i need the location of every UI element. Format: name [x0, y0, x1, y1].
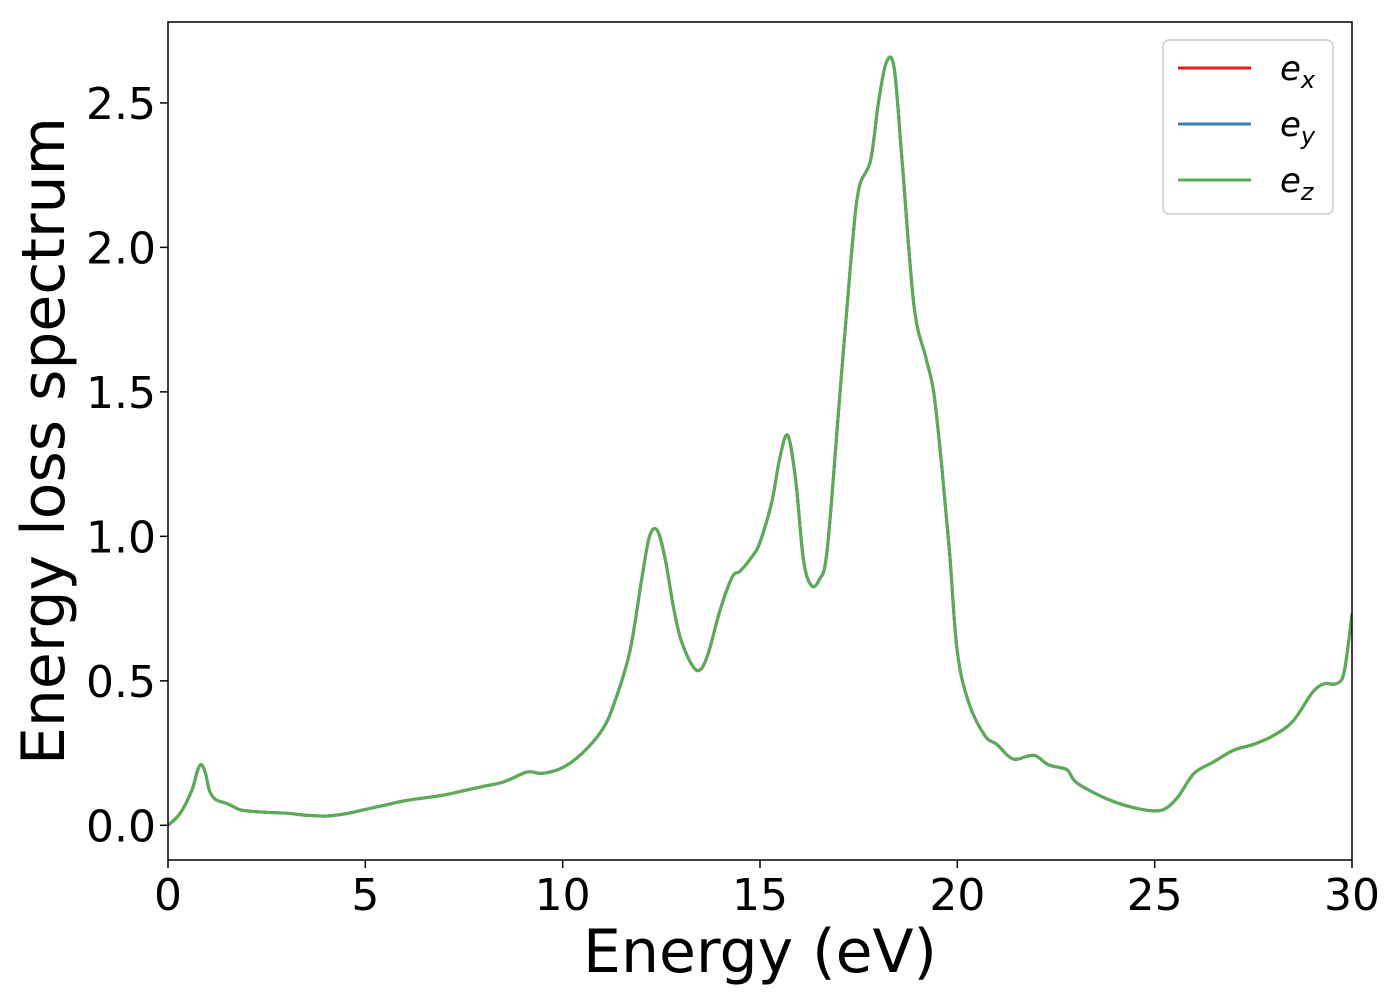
y-axis: 0.0 0.5 1.0 1.5 2.0 2.5: [86, 79, 168, 852]
legend-item-e-x: ex: [1178, 49, 1316, 94]
legend-label: ey: [1280, 105, 1316, 150]
y-tick-label: 2.5: [86, 79, 156, 130]
legend-frame: [1162, 39, 1334, 215]
x-tick-label: 20: [929, 870, 985, 921]
x-tick-label: 5: [351, 870, 379, 921]
y-tick-label: 0.0: [86, 801, 156, 852]
legend-item-e-y: ey: [1178, 105, 1316, 150]
x-tick-label: 15: [732, 870, 788, 921]
y-tick-label: 0.5: [86, 657, 156, 708]
legend: ex ey ez: [1162, 39, 1334, 215]
y-tick-label: 1.5: [86, 368, 156, 419]
series-line-e-z: [168, 55, 1352, 827]
x-axis-title: Energy (eV): [583, 917, 937, 987]
legend-item-e-z: ez: [1178, 161, 1315, 206]
y-tick-label: 2.0: [86, 223, 156, 274]
x-tick-label: 25: [1127, 870, 1183, 921]
y-axis-title: Energy loss spectrum: [9, 117, 79, 765]
legend-label: ez: [1280, 161, 1315, 206]
series-layer: [168, 55, 1352, 827]
y-tick-label: 1.0: [86, 512, 156, 563]
x-tick-label: 10: [535, 870, 591, 921]
x-axis: 0 5 10 15 20 25 30: [154, 860, 1380, 921]
legend-label: ex: [1280, 49, 1316, 94]
x-tick-label: 0: [154, 870, 182, 921]
x-tick-label: 30: [1324, 870, 1380, 921]
